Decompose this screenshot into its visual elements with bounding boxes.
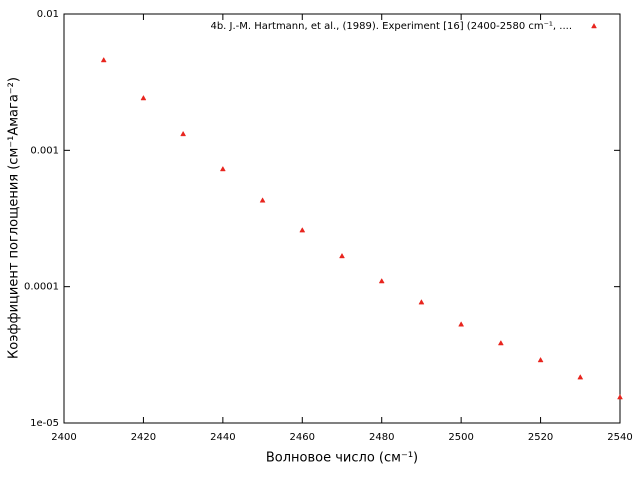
point (418, 299, 425, 305)
point (339, 252, 345, 259)
plot-border (63, 13, 621, 424)
y-tick-label: 0.01 (37, 9, 59, 20)
point (299, 227, 306, 233)
legend-marker (591, 22, 597, 29)
x-tick-label: 2420 (131, 432, 156, 443)
y-tick-label: 0.001 (30, 145, 59, 156)
point (180, 130, 187, 137)
y-tick-label: 1e-05 (30, 418, 59, 429)
x-tick-label: 2440 (210, 432, 235, 443)
y-tick-label: 0.0001 (24, 282, 59, 293)
x-tick-label: 2400 (51, 432, 76, 443)
x-tick-label: 2460 (290, 432, 315, 443)
legend-label: 4b. J.-M. Hartmann, et al., (1989). Expe… (210, 21, 572, 32)
point (458, 321, 465, 327)
x-tick-label: 2480 (369, 432, 394, 443)
x-tick-label: 2520 (528, 432, 553, 443)
point (219, 165, 226, 172)
point (577, 374, 584, 380)
y-axis-label: Коэффициент поглощения (см⁻¹Амага⁻²) (7, 77, 22, 359)
x-tick-label: 2540 (607, 432, 632, 443)
point (617, 394, 623, 400)
x-tick-label: 2500 (448, 432, 473, 443)
point (100, 56, 107, 63)
point (140, 94, 147, 101)
point (378, 278, 385, 284)
x-axis-label: Волновое число (см⁻¹) (266, 451, 418, 466)
point (259, 197, 266, 203)
point (537, 356, 544, 363)
point (497, 340, 504, 346)
